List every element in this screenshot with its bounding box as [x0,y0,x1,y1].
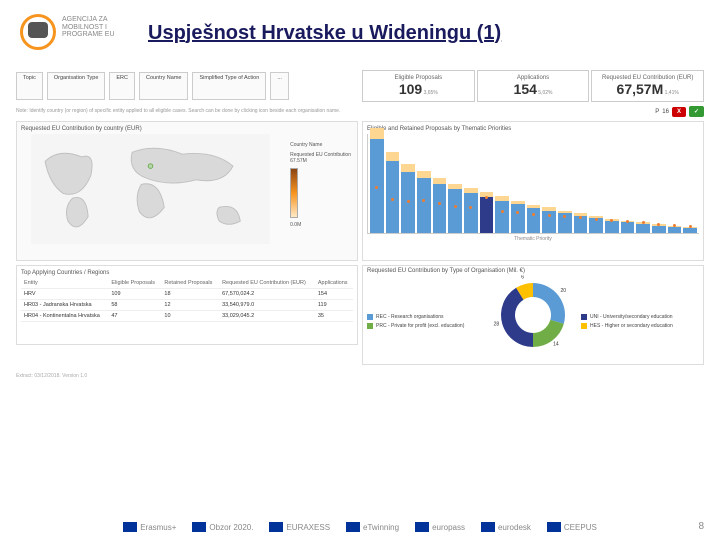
bar[interactable] [636,222,650,233]
svg-text:20: 20 [561,288,567,294]
map-legend: Country Name Requested EU Contribution 6… [290,142,351,228]
partner-logo: europass [415,522,465,532]
agency-line3: PROGRAME EU [62,31,142,39]
bar[interactable] [621,221,635,234]
footer-logos: Erasmus+ Obzor 2020. EURAXESS eTwinning euro… [0,522,720,532]
p-label: P [655,109,659,115]
kpi-sub: 3,65% [422,90,438,96]
legend-item: REC - Research organisations [367,314,485,320]
bar[interactable] [433,178,447,233]
bar[interactable] [480,192,494,233]
kpi-sub: 1,41% [663,90,679,96]
partner-logo: eurodesk [481,522,531,532]
svg-text:6: 6 [521,275,524,280]
bar[interactable] [668,226,682,233]
filter-...[interactable]: ... [270,72,289,100]
kpi-card: Requested EU Contribution (EUR)67,57M 1,… [591,70,704,102]
accept-badge[interactable]: ✓ [689,106,704,117]
map-panel: Requested EU Contribution by country (EU… [16,121,358,261]
table-title: Top Applying Countries / Regions [21,270,353,276]
bar-title: Eligible and Retained Proposals by Thema… [367,126,699,132]
bar[interactable] [589,216,603,233]
bar-xlabel: Thematic Priority [367,236,699,242]
bar[interactable] [401,164,415,233]
table-row[interactable]: HR04 - Kontinentalna Hrvatska471033,029,… [21,311,353,322]
bar[interactable] [605,219,619,233]
col-header: Requested EU Contribution (EUR) [219,278,315,289]
bar[interactable] [386,152,400,233]
table-row[interactable]: HRV1091867,570,024.2154 [21,289,353,300]
legend-max: 67.57M [290,158,351,164]
partner-logo: EURAXESS [269,522,330,532]
data-table: EntityEligible ProposalsRetained Proposa… [21,278,353,322]
partner-logo: Obzor 2020. [192,522,253,532]
map-title: Requested EU Contribution by country (EU… [21,126,353,132]
bar[interactable] [464,188,478,233]
extract-note: Extract: 03/12/2018. Version 1.0 [16,369,704,379]
svg-text:14: 14 [553,341,559,347]
legend-title: Country Name [290,142,351,148]
kpi-sub: 5,02% [537,90,553,96]
bar[interactable] [574,213,588,233]
filter-simplified-type-of-action[interactable]: Simplified Type of Action [192,72,266,100]
legend-item: PRC - Private for profit (excl. educatio… [367,323,485,329]
kpi-value: 109 [399,81,422,97]
bar[interactable] [683,227,697,233]
filter-topic[interactable]: Topic [16,72,43,100]
badge-row: P 16 X ✓ [362,106,704,117]
col-header: Applications [315,278,353,289]
p-value: 16 [662,109,669,115]
partner-logo: CEEPUS [547,522,597,532]
filter-note: Note: Identify country (or region) of sp… [16,106,358,117]
bar[interactable] [448,184,462,233]
page-number: 8 [698,521,704,532]
donut-title: Requested EU Contribution by Type of Org… [367,268,525,274]
bar[interactable] [495,196,509,233]
bar-panel: Eligible and Retained Proposals by Thema… [362,121,704,261]
legend-min: 0.0M [290,222,351,228]
bar[interactable] [511,201,525,234]
kpi-value: 67,57M [617,81,664,97]
agency-logo: AGENCIJA ZA MOBILNOST I PROGRAME EU [16,8,76,58]
filter-erc[interactable]: ERC [109,72,135,100]
bar[interactable] [417,171,431,233]
kpi-card: Applications154 5,02% [477,70,590,102]
partner-logo: eTwinning [346,522,399,532]
donut-slice[interactable] [533,320,564,347]
donut-legend-left: REC - Research organisations PRC - Privat… [367,314,485,329]
filter-bar: TopicOrganisation TypeERCCountry NameSim… [16,70,358,102]
col-header: Retained Proposals [161,278,219,289]
bar[interactable] [558,211,572,234]
kpi-row: Eligible Proposals109 3,65%Applications1… [362,70,704,102]
bar-chart[interactable] [367,134,699,234]
col-header: Eligible Proposals [108,278,161,289]
filter-country-name[interactable]: Country Name [139,72,188,100]
agency-line2: MOBILNOST I [62,24,142,32]
partner-logo: Erasmus+ [123,522,176,532]
bar[interactable] [542,207,556,233]
filter-organisation-type[interactable]: Organisation Type [47,72,106,100]
kpi-card: Eligible Proposals109 3,65% [362,70,475,102]
bar[interactable] [370,128,384,233]
table-panel: Top Applying Countries / Regions EntityE… [16,265,358,345]
table-row[interactable]: HR03 - Jadranska Hrvatska581233,540,979.… [21,300,353,311]
kpi-value: 154 [514,81,537,97]
legend-item: UNI - University/secondary education [581,314,699,320]
svg-text:28: 28 [494,321,500,327]
dashboard: TopicOrganisation TypeERCCountry NameSim… [0,66,720,383]
agency-line1: AGENCIJA ZA [62,16,142,24]
donut-chart[interactable]: 20 14 28 6 [493,275,573,355]
col-header: Entity [21,278,108,289]
donut-legend-right: UNI - University/secondary education HES … [581,314,699,329]
gradient-bar [290,168,298,218]
world-map[interactable] [21,134,280,244]
page-title: Uspješnost Hrvatske u Wideningu (1) [148,22,501,45]
donut-panel: Requested EU Contribution by Type of Org… [362,265,704,365]
bar[interactable] [527,205,541,233]
bar[interactable] [652,224,666,233]
header: AGENCIJA ZA MOBILNOST I PROGRAME EU Uspj… [0,0,720,66]
legend-item: HES - Higher or secondary education [581,323,699,329]
reject-badge[interactable]: X [672,107,686,117]
